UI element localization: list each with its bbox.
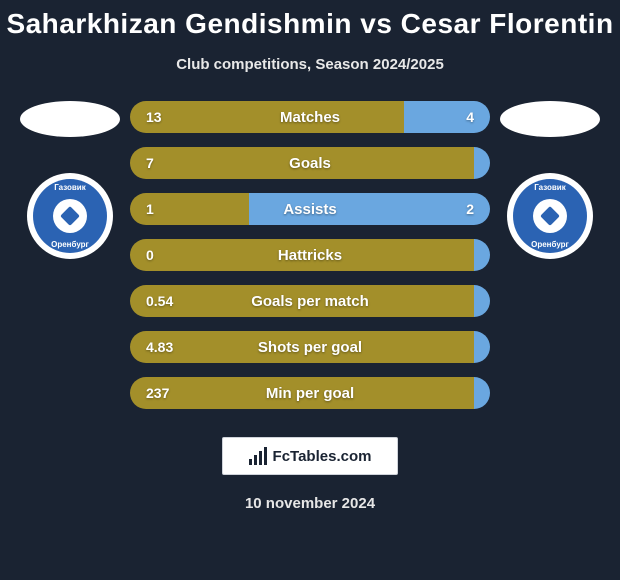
right-flag-placeholder — [500, 101, 600, 137]
stat-left-value: 0.54 — [146, 293, 173, 309]
stat-right-segment — [474, 239, 490, 271]
stat-right-segment — [474, 331, 490, 363]
snapshot-date: 10 november 2024 — [245, 495, 375, 512]
stat-left-value: 7 — [146, 155, 154, 171]
stat-right-value: 4 — [466, 109, 474, 125]
soccer-ball-icon — [533, 199, 567, 233]
page-title: Saharkhizan Gendishmin vs Cesar Florenti… — [6, 8, 613, 40]
right-player-column: Газовик Оренбург — [490, 101, 610, 259]
stat-left-segment: 1 — [130, 193, 249, 225]
stat-row: 0Hattricks — [130, 239, 490, 271]
bar-chart-icon — [249, 447, 267, 465]
stat-left-value: 0 — [146, 247, 154, 263]
stat-row: 7Goals — [130, 147, 490, 179]
right-club-text-top: Газовик — [534, 183, 565, 192]
stat-left-value: 1 — [146, 201, 154, 217]
stat-left-segment: 13 — [130, 101, 404, 133]
comparison-card: Saharkhizan Gendishmin vs Cesar Florenti… — [0, 0, 620, 580]
left-club-text-top: Газовик — [54, 183, 85, 192]
stat-bars: 134Matches7Goals12Assists0Hattricks0.54G… — [130, 101, 490, 409]
stat-left-value: 13 — [146, 109, 162, 125]
footer-logo-text: FcTables.com — [273, 448, 372, 465]
stat-right-segment — [474, 147, 490, 179]
stat-right-segment — [474, 377, 490, 409]
soccer-ball-icon — [53, 199, 87, 233]
right-club-text-bottom: Оренбург — [531, 240, 569, 249]
left-club-badge-inner: Газовик Оренбург — [33, 179, 107, 253]
stat-left-segment: 0.54 — [130, 285, 474, 317]
stat-left-value: 237 — [146, 385, 169, 401]
stat-left-value: 4.83 — [146, 339, 173, 355]
stat-row: 134Matches — [130, 101, 490, 133]
right-club-badge: Газовик Оренбург — [507, 173, 593, 259]
page-subtitle: Club competitions, Season 2024/2025 — [176, 56, 444, 73]
right-club-badge-inner: Газовик Оренбург — [513, 179, 587, 253]
stat-row: 0.54Goals per match — [130, 285, 490, 317]
left-flag-placeholder — [20, 101, 120, 137]
comparison-body: Газовик Оренбург 134Matches7Goals12Assis… — [0, 101, 620, 409]
left-club-text-bottom: Оренбург — [51, 240, 89, 249]
stat-right-value: 2 — [466, 201, 474, 217]
stat-left-segment: 7 — [130, 147, 474, 179]
stat-right-segment: 2 — [249, 193, 490, 225]
stat-row: 237Min per goal — [130, 377, 490, 409]
stat-left-segment: 4.83 — [130, 331, 474, 363]
footer-logo[interactable]: FcTables.com — [222, 437, 398, 475]
stat-left-segment: 237 — [130, 377, 474, 409]
stat-right-segment: 4 — [404, 101, 490, 133]
stat-row: 12Assists — [130, 193, 490, 225]
stat-left-segment: 0 — [130, 239, 474, 271]
stat-row: 4.83Shots per goal — [130, 331, 490, 363]
left-player-column: Газовик Оренбург — [10, 101, 130, 259]
left-club-badge: Газовик Оренбург — [27, 173, 113, 259]
stat-right-segment — [474, 285, 490, 317]
